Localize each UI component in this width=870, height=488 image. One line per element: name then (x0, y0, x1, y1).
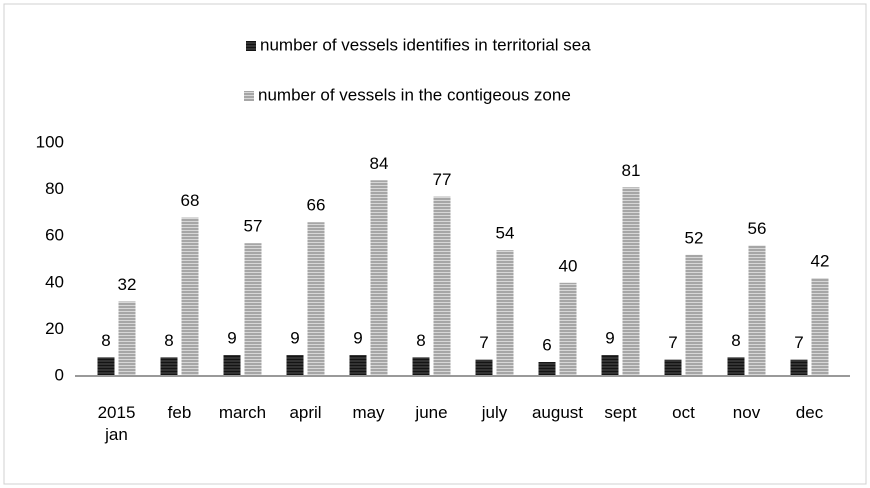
value-label: 6 (542, 336, 551, 355)
bar (727, 357, 745, 376)
value-label: 84 (370, 154, 389, 173)
x-tick-label: sept (604, 403, 637, 422)
x-tick-label: nov (732, 403, 761, 422)
value-label: 7 (794, 333, 803, 352)
legend-swatch (246, 41, 256, 51)
bar (559, 282, 577, 376)
bar (748, 245, 766, 376)
bar (496, 250, 514, 376)
bar (811, 278, 829, 376)
value-label: 9 (353, 329, 362, 348)
bar (685, 254, 703, 376)
bar (160, 357, 178, 376)
bar (349, 355, 367, 376)
x-tick-label: july (481, 403, 508, 422)
bar (790, 359, 808, 376)
value-label: 42 (811, 252, 830, 271)
value-label: 8 (164, 331, 173, 350)
value-label: 81 (622, 161, 641, 180)
value-label: 52 (685, 228, 704, 247)
x-tick-label: march (218, 403, 267, 422)
y-tick-label: 20 (45, 319, 64, 338)
value-label: 68 (181, 191, 200, 210)
value-label: 54 (496, 224, 515, 243)
legend-label: number of vessels in the contigeous zone (258, 85, 571, 104)
frame-border (3, 3, 867, 485)
x-tick-label: 2015 jan (97, 403, 136, 444)
legend-swatch (244, 91, 254, 101)
bar (244, 243, 262, 376)
value-label: 56 (748, 219, 767, 238)
bar (370, 180, 388, 376)
bar (433, 196, 451, 376)
value-label: 40 (559, 256, 578, 275)
y-tick-label: 100 (36, 132, 64, 151)
bar (664, 359, 682, 376)
legend-label: number of vessels identifies in territor… (260, 35, 591, 54)
bar (622, 187, 640, 376)
bar (475, 359, 493, 376)
y-tick-label: 60 (45, 226, 64, 245)
x-tick-label: dec (795, 403, 824, 422)
value-label: 77 (433, 170, 452, 189)
x-tick-label: june (415, 403, 448, 422)
value-label: 8 (416, 331, 425, 350)
bar (412, 357, 430, 376)
x-tick-label: feb (167, 403, 192, 422)
value-label: 32 (118, 275, 137, 294)
x-tick-label: may (352, 403, 385, 422)
bar (538, 362, 556, 376)
value-label: 9 (227, 329, 236, 348)
y-tick-label: 80 (45, 179, 64, 198)
bar (118, 301, 136, 376)
value-label: 66 (307, 196, 326, 215)
bar (181, 217, 199, 376)
x-tick-label: august (531, 403, 584, 422)
value-label: 7 (479, 333, 488, 352)
value-label: 9 (290, 329, 299, 348)
value-label: 8 (731, 331, 740, 350)
bar (601, 355, 619, 376)
value-label: 9 (605, 329, 614, 348)
y-tick-label: 40 (45, 272, 64, 291)
value-label: 57 (244, 217, 263, 236)
bar (307, 222, 325, 376)
y-tick-label: 0 (55, 365, 64, 384)
x-tick-label: oct (672, 403, 695, 422)
bar (286, 355, 304, 376)
value-label: 7 (668, 333, 677, 352)
bar (97, 357, 115, 376)
bar (223, 355, 241, 376)
value-label: 8 (101, 331, 110, 350)
x-tick-label: april (289, 403, 322, 422)
